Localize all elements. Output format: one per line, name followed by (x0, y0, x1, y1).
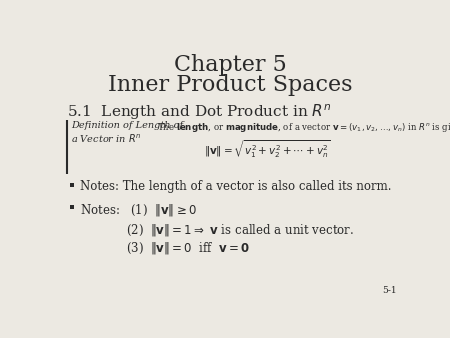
Text: (2)  $\|\mathbf{v}\| = 1 \Rightarrow$ $\mathbf{v}$ is called a unit vector.: (2) $\|\mathbf{v}\| = 1 \Rightarrow$ $\m… (126, 222, 354, 238)
Text: $\|\mathbf{v}\| = \sqrt{v_1^2 + v_2^2 + \cdots + v_n^2}$: $\|\mathbf{v}\| = \sqrt{v_1^2 + v_2^2 + … (203, 139, 330, 161)
Text: 5-1: 5-1 (382, 286, 397, 295)
Text: Notes:   (1)  $\|\mathbf{v}\| \geq 0$: Notes: (1) $\|\mathbf{v}\| \geq 0$ (80, 202, 196, 218)
Text: a Vector in $\mathit{R}^{n}$: a Vector in $\mathit{R}^{n}$ (71, 133, 142, 145)
Text: Chapter 5: Chapter 5 (174, 54, 287, 76)
Text: The $\bf{length}$, or $\bf{magnitude}$, of a vector $\mathbf{v} = (v_1, v_2,\ldo: The $\bf{length}$, or $\bf{magnitude}$, … (157, 121, 450, 134)
Text: Inner Product Spaces: Inner Product Spaces (108, 74, 353, 96)
Text: 5.1  Length and Dot Product in $\mathit{R}^{n}$: 5.1 Length and Dot Product in $\mathit{R… (67, 102, 332, 122)
Text: Definition of Length of: Definition of Length of (71, 121, 183, 130)
Text: Notes: The length of a vector is also called its norm.: Notes: The length of a vector is also ca… (80, 180, 391, 193)
Text: (3)  $\|\mathbf{v}\| = 0$  iff  $\mathbf{v} = \mathbf{0}$: (3) $\|\mathbf{v}\| = 0$ iff $\mathbf{v}… (126, 240, 250, 256)
